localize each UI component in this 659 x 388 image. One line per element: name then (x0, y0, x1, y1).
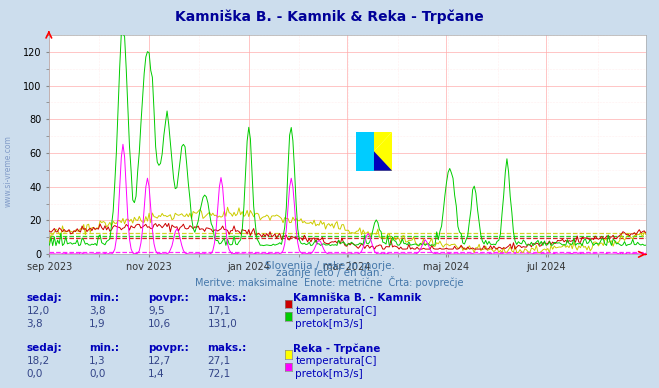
Text: www.si-vreme.com: www.si-vreme.com (4, 135, 13, 207)
Polygon shape (374, 132, 392, 151)
Text: maks.:: maks.: (208, 343, 247, 353)
Text: pretok[m3/s]: pretok[m3/s] (295, 319, 363, 329)
Text: pretok[m3/s]: pretok[m3/s] (295, 369, 363, 379)
Text: Meritve: maksimalne  Enote: metrične  Črta: povprečje: Meritve: maksimalne Enote: metrične Črta… (195, 276, 464, 288)
Text: temperatura[C]: temperatura[C] (295, 306, 377, 316)
Text: 10,6: 10,6 (148, 319, 171, 329)
Text: Reka - Trpčane: Reka - Trpčane (293, 343, 381, 354)
Text: 0,0: 0,0 (89, 369, 105, 379)
Text: min.:: min.: (89, 293, 119, 303)
Text: 131,0: 131,0 (208, 319, 237, 329)
Text: Slovenija / reke in morje.: Slovenija / reke in morje. (264, 261, 395, 271)
Text: 18,2: 18,2 (26, 356, 49, 366)
Text: temperatura[C]: temperatura[C] (295, 356, 377, 366)
Text: 3,8: 3,8 (26, 319, 43, 329)
Text: Kamniška B. - Kamnik & Reka - Trpčane: Kamniška B. - Kamnik & Reka - Trpčane (175, 10, 484, 24)
Text: 9,5: 9,5 (148, 306, 165, 316)
Text: min.:: min.: (89, 343, 119, 353)
Text: 12,0: 12,0 (26, 306, 49, 316)
Text: 72,1: 72,1 (208, 369, 231, 379)
Text: povpr.:: povpr.: (148, 293, 189, 303)
Text: povpr.:: povpr.: (148, 343, 189, 353)
Text: 1,3: 1,3 (89, 356, 105, 366)
Text: 27,1: 27,1 (208, 356, 231, 366)
Polygon shape (374, 151, 392, 171)
Text: 0,0: 0,0 (26, 369, 43, 379)
Bar (356, 132, 374, 171)
Text: maks.:: maks.: (208, 293, 247, 303)
Text: sedaj:: sedaj: (26, 293, 62, 303)
Polygon shape (374, 132, 392, 171)
Text: 12,7: 12,7 (148, 356, 171, 366)
Text: 3,8: 3,8 (89, 306, 105, 316)
Text: 1,4: 1,4 (148, 369, 165, 379)
Text: 17,1: 17,1 (208, 306, 231, 316)
Text: Kamniška B. - Kamnik: Kamniška B. - Kamnik (293, 293, 422, 303)
Text: zadnje leto / en dan.: zadnje leto / en dan. (276, 268, 383, 279)
Text: sedaj:: sedaj: (26, 343, 62, 353)
Text: 1,9: 1,9 (89, 319, 105, 329)
